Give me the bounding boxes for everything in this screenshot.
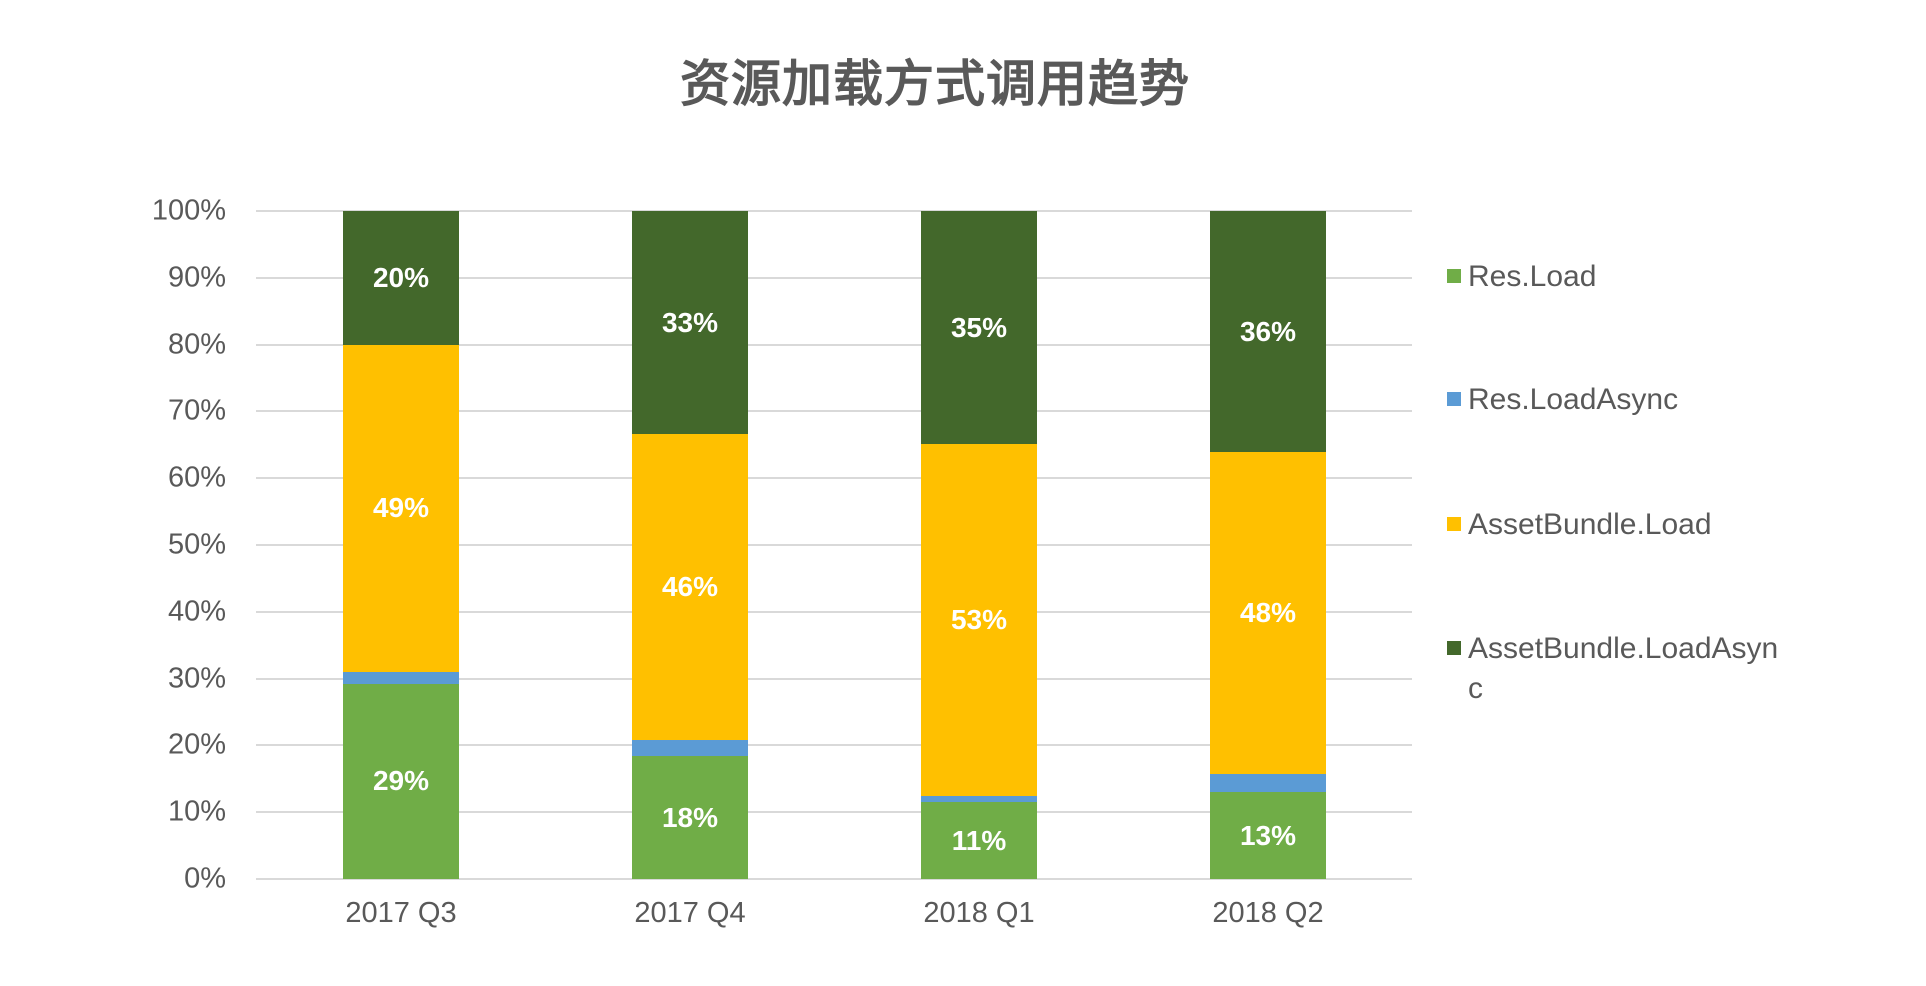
x-tick-label: 2018 Q2 (1212, 897, 1324, 929)
gridline (256, 477, 1412, 480)
y-tick-label: 20% (167, 728, 226, 761)
bar-segment-res-load[interactable]: 13% (1210, 792, 1326, 879)
data-label: 53% (950, 604, 1008, 636)
y-tick-label: 40% (167, 595, 226, 628)
bar-segment-res-load[interactable]: 18% (632, 756, 748, 879)
legend-swatch-icon (1447, 517, 1461, 531)
bar-segment-assetbundle-load[interactable]: 48% (1210, 452, 1326, 775)
bar-segment-res-loadasync[interactable] (632, 740, 748, 757)
y-tick-label: 10% (167, 795, 226, 828)
legend-swatch-icon (1447, 641, 1461, 655)
gridline (256, 811, 1412, 814)
bar-segment-res-loadasync[interactable] (343, 671, 459, 684)
data-label: 20% (372, 261, 430, 293)
plot-area: 29% 49% 20% 18% 46% 33% 11% 53% 35% 13% 48% 36% (256, 210, 1412, 880)
y-tick-label: 80% (167, 328, 226, 361)
bar-segment-assetbundle-loadasync[interactable]: 33% (632, 211, 748, 435)
stacked-bar[interactable]: 29% 49% 20% (343, 211, 459, 879)
data-label: 13% (1239, 819, 1297, 851)
gridline (256, 610, 1412, 613)
gridline (256, 544, 1412, 546)
bar-segment-assetbundle-load[interactable]: 53% (921, 444, 1037, 797)
data-label: 49% (372, 492, 430, 524)
x-tick-label: 2017 Q4 (634, 897, 746, 929)
legend-item[interactable]: Res.Load (1447, 257, 1807, 297)
data-label: 48% (1239, 597, 1297, 629)
data-label: 18% (661, 801, 719, 833)
legend-item[interactable]: Res.LoadAsync (1447, 380, 1807, 420)
y-tick-label: 100% (151, 194, 226, 227)
x-tick-label: 2018 Q1 (923, 897, 1035, 929)
stacked-bar[interactable]: 18% 46% 33% (632, 211, 748, 879)
bar-segment-res-loadasync[interactable] (1210, 774, 1326, 793)
y-tick-label: 90% (167, 261, 226, 294)
stacked-bar[interactable]: 11% 53% 35% (921, 211, 1037, 879)
y-tick-label: 60% (167, 461, 226, 494)
gridline (256, 677, 1412, 680)
legend-label: Res.LoadAsync (1468, 383, 1679, 416)
data-label: 33% (661, 306, 719, 338)
bar-segment-assetbundle-loadasync[interactable]: 35% (921, 211, 1037, 445)
chart-title: 资源加载方式调用趋势 (680, 55, 1190, 113)
legend-label: Res.Load (1468, 260, 1597, 293)
legend-label: AssetBundle.LoadAsync (1468, 632, 1779, 705)
data-label: 29% (372, 765, 430, 797)
bar-segment-assetbundle-loadasync[interactable]: 36% (1210, 211, 1326, 453)
data-label: 11% (951, 824, 1007, 856)
data-label: 46% (661, 571, 719, 603)
stacked-bar[interactable]: 13% 48% 36% (1210, 211, 1326, 879)
bar-segment-res-loadasync[interactable] (921, 796, 1037, 803)
gridline (256, 410, 1412, 413)
legend-swatch-icon (1447, 392, 1461, 406)
data-label: 36% (1239, 315, 1297, 347)
legend-label: AssetBundle.Load (1468, 508, 1712, 541)
legend-item[interactable]: AssetBundle.LoadAsync (1447, 629, 1807, 709)
y-tick-label: 0% (184, 862, 226, 895)
gridline (256, 343, 1412, 346)
gridline (256, 210, 1412, 212)
legend-item[interactable]: AssetBundle.Load (1447, 505, 1807, 545)
gridline (256, 878, 1412, 880)
legend-swatch-icon (1447, 269, 1461, 283)
y-tick-label: 70% (167, 394, 226, 427)
bar-segment-res-load[interactable]: 29% (343, 683, 459, 879)
x-tick-label: 2017 Q3 (345, 897, 457, 929)
bar-segment-assetbundle-load[interactable]: 46% (632, 434, 748, 741)
bar-segment-res-load[interactable]: 11% (921, 802, 1037, 879)
bar-segment-assetbundle-load[interactable]: 49% (343, 344, 459, 672)
data-label: 35% (950, 311, 1008, 343)
gridline (256, 276, 1412, 279)
gridline (256, 744, 1412, 747)
bar-segment-assetbundle-loadasync[interactable]: 20% (343, 211, 459, 345)
y-tick-label: 50% (167, 528, 226, 561)
y-tick-label: 30% (167, 662, 226, 695)
